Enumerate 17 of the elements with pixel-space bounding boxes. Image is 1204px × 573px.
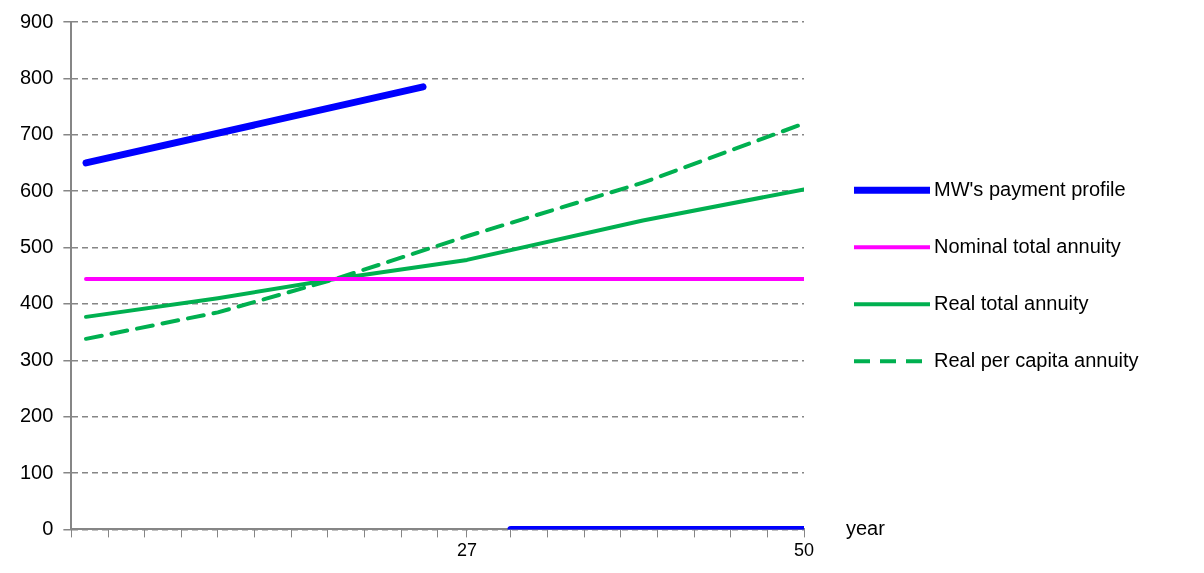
- y-tick-label: 600: [19, 178, 54, 201]
- legend-label: Nominal total annuity: [934, 234, 1121, 257]
- legend-label: Real total annuity: [934, 291, 1089, 314]
- y-tick-label: 300: [19, 347, 54, 370]
- legend-label: Real per capita annuity: [934, 348, 1139, 371]
- y-tick-label: 500: [19, 235, 54, 258]
- y-tick-label: 200: [19, 404, 54, 427]
- y-tick-label: 800: [19, 65, 54, 88]
- y-tick-label: 0: [42, 516, 54, 539]
- x-tick-label: 27: [456, 540, 478, 561]
- x-axis-title: year: [846, 516, 886, 539]
- y-tick-label: 400: [19, 291, 54, 314]
- legend-label: MW's payment profile: [934, 177, 1126, 200]
- x-tick-label: 50: [793, 540, 815, 561]
- y-tick-label: 700: [19, 122, 54, 145]
- y-tick-label: 900: [19, 9, 54, 32]
- y-tick-label: 100: [19, 460, 54, 483]
